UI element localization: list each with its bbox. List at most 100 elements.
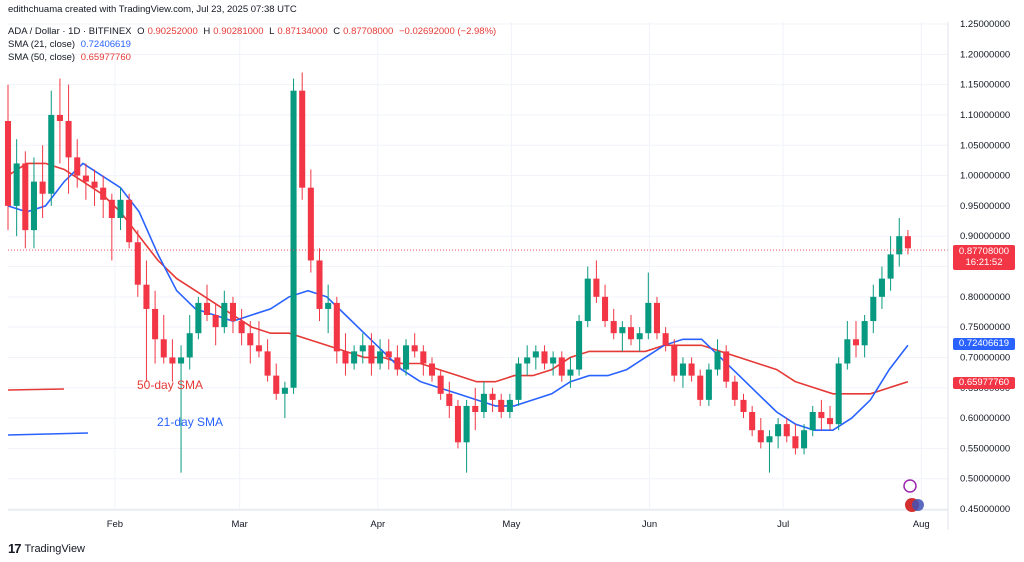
candle-body — [705, 369, 712, 400]
candle-body — [844, 339, 851, 364]
candle-body — [515, 363, 522, 400]
y-tick-label: 0.80000000 — [960, 292, 1010, 303]
candle-body — [22, 163, 29, 231]
candle-body — [861, 321, 868, 346]
x-tick-label: May — [502, 519, 520, 530]
x-tick-label: Mar — [231, 519, 247, 530]
candle-body — [870, 296, 877, 322]
footer-brand[interactable]: 17 TradingView — [8, 541, 85, 556]
price-axis[interactable]: 1.25000000 1.20000000 1.15000000 1.10000000… — [947, 19, 1010, 530]
candle-body — [281, 387, 288, 394]
y-tick-label: 0.50000000 — [960, 474, 1010, 485]
y-tick-label: 0.95000000 — [960, 201, 1010, 212]
candle-body — [558, 357, 565, 376]
candle-body — [454, 405, 461, 443]
candle-body — [679, 363, 686, 376]
sma21-legend[interactable]: SMA (21, close) 0.72406619 — [8, 39, 134, 51]
candle-body — [48, 114, 55, 194]
candle-body — [801, 430, 808, 449]
candle-body — [255, 345, 262, 352]
candle-body — [30, 181, 37, 231]
candle-body — [740, 399, 747, 412]
candle-body — [394, 357, 401, 370]
symbol-line: ADA / Dollar · 1D · BITFINEX O 0.90252000… — [8, 26, 499, 38]
candle-body — [904, 236, 911, 249]
candle-body — [428, 363, 436, 376]
candle-body — [134, 242, 141, 285]
candle-body — [714, 351, 721, 370]
open-label: O — [137, 26, 145, 37]
y-tick-label: 1.05000000 — [960, 140, 1010, 151]
symbol-title[interactable]: ADA / Dollar · 1D · BITFINEX — [8, 26, 132, 37]
time-axis[interactable]: Feb Mar Apr May Jun Jul Aug — [8, 509, 948, 530]
candle-body — [636, 333, 643, 340]
high-label: H — [203, 26, 211, 37]
candle-body — [342, 351, 349, 364]
candle-body — [56, 114, 63, 121]
y-tick-label: 1.15000000 — [960, 80, 1010, 91]
last-price-value: 0.87708000 — [958, 246, 1010, 257]
x-tick-label: Jun — [642, 519, 657, 530]
candle-body — [359, 345, 366, 352]
sma50-legend[interactable]: SMA (50, close) 0.65977760 — [8, 52, 134, 64]
candle-body — [506, 399, 513, 412]
candle-body — [619, 327, 626, 334]
candle-body — [160, 339, 167, 358]
candle-body — [126, 199, 133, 243]
sma50-legend-stub — [7, 388, 65, 391]
candle-body — [420, 351, 427, 364]
candle-body — [818, 412, 825, 419]
candle-body — [307, 187, 314, 261]
x-tick-label: Apr — [370, 519, 385, 530]
y-tick-label: 1.10000000 — [960, 110, 1010, 121]
candle-body — [757, 430, 764, 443]
alert-icons[interactable] — [903, 479, 924, 512]
last-price-tag: 0.87708000 16:21:52 — [953, 245, 1015, 270]
sma21-legend-stub — [7, 432, 89, 436]
candle-body — [229, 302, 237, 322]
candle-body — [437, 375, 444, 394]
candle-body — [4, 121, 12, 206]
y-tick-label: 0.75000000 — [960, 322, 1010, 333]
candle-body — [411, 345, 418, 352]
candle-body — [238, 321, 245, 334]
low-value: 0.87134000 — [277, 26, 328, 37]
candle-body — [446, 393, 453, 406]
y-tick-label: 0.90000000 — [960, 231, 1010, 242]
candle-body — [610, 321, 617, 334]
candle-body — [723, 351, 730, 382]
candle-body — [731, 381, 738, 400]
candle-body — [316, 260, 323, 309]
y-tick-label: 1.00000000 — [960, 171, 1010, 182]
candle-body — [593, 278, 600, 297]
author-line: edithchuama created with TradingView.com… — [8, 4, 297, 15]
candle-body — [221, 302, 228, 328]
y-tick-label: 0.70000000 — [960, 352, 1010, 363]
candle-body — [351, 351, 358, 364]
candle-body — [195, 302, 202, 334]
candle-body — [662, 333, 669, 346]
close-value: 0.87708000 — [343, 26, 394, 37]
sma50-annotation: 50-day SMA — [137, 378, 204, 392]
candle-body — [143, 284, 150, 309]
candle-body — [368, 345, 375, 364]
candle-body — [878, 278, 885, 297]
candle-body — [203, 302, 211, 315]
candle-body — [472, 405, 479, 412]
lightning-icon — [903, 479, 917, 493]
candle-body — [273, 375, 280, 394]
candle-body — [835, 363, 842, 425]
sma21-annotation: 21-day SMA — [157, 415, 224, 429]
candle-body — [541, 351, 548, 364]
sma50-series — [7, 162, 909, 395]
candle-body — [178, 357, 185, 364]
sma21-line — [7, 162, 909, 432]
countdown-timer: 16:21:52 — [965, 257, 1003, 268]
candle-body — [809, 412, 816, 431]
candle-body — [602, 296, 609, 322]
candle-body — [645, 302, 652, 334]
candle-body — [333, 302, 340, 352]
candle-body — [74, 157, 81, 176]
candle-body — [489, 393, 496, 400]
